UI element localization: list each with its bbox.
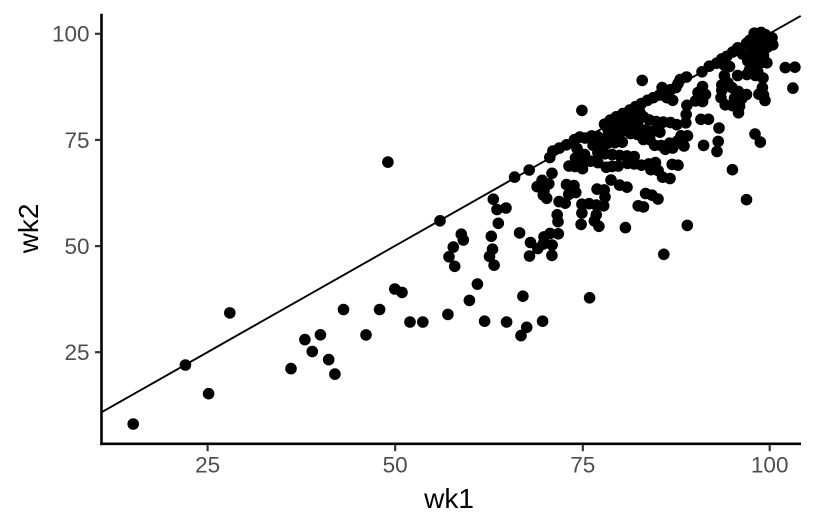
svg-text:25: 25 [195, 453, 220, 478]
svg-text:100: 100 [751, 453, 789, 478]
svg-text:50: 50 [383, 453, 408, 478]
svg-text:wk2: wk2 [13, 204, 44, 255]
svg-text:25: 25 [64, 340, 89, 365]
svg-text:50: 50 [64, 234, 89, 259]
svg-text:75: 75 [570, 453, 595, 478]
svg-text:wk1: wk1 [423, 483, 474, 514]
svg-text:100: 100 [52, 22, 90, 47]
svg-text:75: 75 [64, 128, 89, 153]
